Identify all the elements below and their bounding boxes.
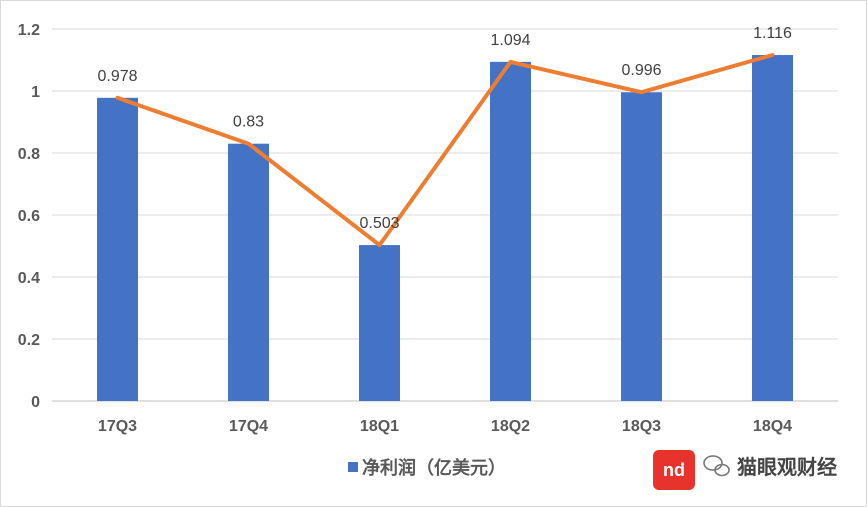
data-label: 0.978 — [97, 68, 137, 85]
x-tick-label: 17Q3 — [98, 418, 137, 435]
x-tick-label: 18Q3 — [622, 418, 661, 435]
bar — [359, 245, 400, 401]
watermark-logo-text: nd — [663, 460, 685, 480]
bar-series — [97, 55, 793, 402]
data-label: 0.996 — [621, 62, 661, 79]
bar — [752, 55, 793, 401]
x-tick-label: 17Q4 — [229, 418, 268, 435]
watermark: nd 猫眼观财经 — [653, 450, 837, 490]
x-tick-label: 18Q2 — [491, 418, 530, 435]
bar — [490, 61, 531, 402]
data-label: 1.116 — [753, 25, 792, 42]
y-tick-label: 0.4 — [18, 270, 40, 287]
watermark-account: 猫眼观财经 — [737, 455, 837, 479]
wechat-icon — [703, 455, 730, 477]
legend-label: 净利润（亿美元） — [362, 457, 506, 479]
y-tick-label: 0.6 — [18, 208, 40, 225]
line-series — [115, 53, 775, 248]
data-label: 0.83 — [233, 114, 264, 131]
bar — [97, 97, 138, 401]
legend-swatch — [348, 462, 358, 472]
data-labels: 0.978 0.83 0.503 1.094 0.996 1.116 — [97, 25, 792, 232]
bar — [228, 143, 269, 401]
series-line — [115, 53, 775, 248]
y-tick-label: 1.2 — [18, 22, 40, 39]
watermark-logo — [653, 450, 695, 490]
y-tick-label: 1 — [31, 84, 40, 101]
y-axis-ticks: 0 0.2 0.4 0.6 0.8 1 1.2 — [18, 22, 40, 411]
y-tick-label: 0.2 — [18, 332, 40, 349]
legend: 净利润（亿美元） — [348, 457, 506, 479]
gridlines — [52, 28, 838, 402]
x-tick-label: 18Q1 — [360, 418, 399, 435]
data-label: 1.094 — [490, 32, 530, 49]
y-tick-label: 0.8 — [18, 146, 40, 163]
x-axis-ticks: 17Q3 17Q4 18Q1 18Q2 18Q3 18Q4 — [98, 418, 792, 435]
data-label: 0.503 — [359, 215, 399, 232]
bar — [621, 92, 662, 402]
y-tick-label: 0 — [31, 394, 40, 411]
x-tick-label: 18Q4 — [753, 418, 792, 435]
